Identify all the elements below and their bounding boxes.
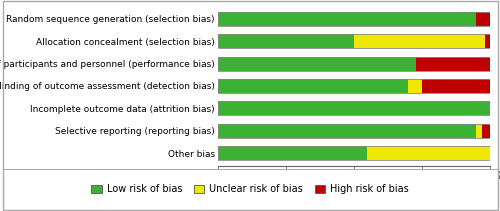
Bar [218, 79, 408, 93]
Bar [218, 34, 354, 48]
Bar [476, 124, 482, 138]
Bar [218, 124, 476, 138]
Bar [484, 34, 490, 48]
Bar [218, 124, 490, 138]
Bar [368, 146, 490, 160]
Bar [422, 79, 490, 93]
Bar [218, 146, 490, 160]
Bar [354, 34, 484, 48]
Legend: Low risk of bias, Unclear risk of bias, High risk of bias: Low risk of bias, Unclear risk of bias, … [88, 181, 412, 197]
Bar [416, 57, 490, 70]
Bar [218, 34, 490, 48]
Bar [218, 12, 490, 26]
Bar [218, 79, 490, 93]
Bar [482, 124, 490, 138]
Bar [218, 101, 490, 115]
Bar [476, 12, 490, 26]
Bar [218, 101, 490, 115]
Bar [218, 57, 416, 70]
Bar [218, 12, 476, 26]
Bar [218, 57, 490, 70]
Bar [408, 79, 422, 93]
Bar [218, 146, 368, 160]
